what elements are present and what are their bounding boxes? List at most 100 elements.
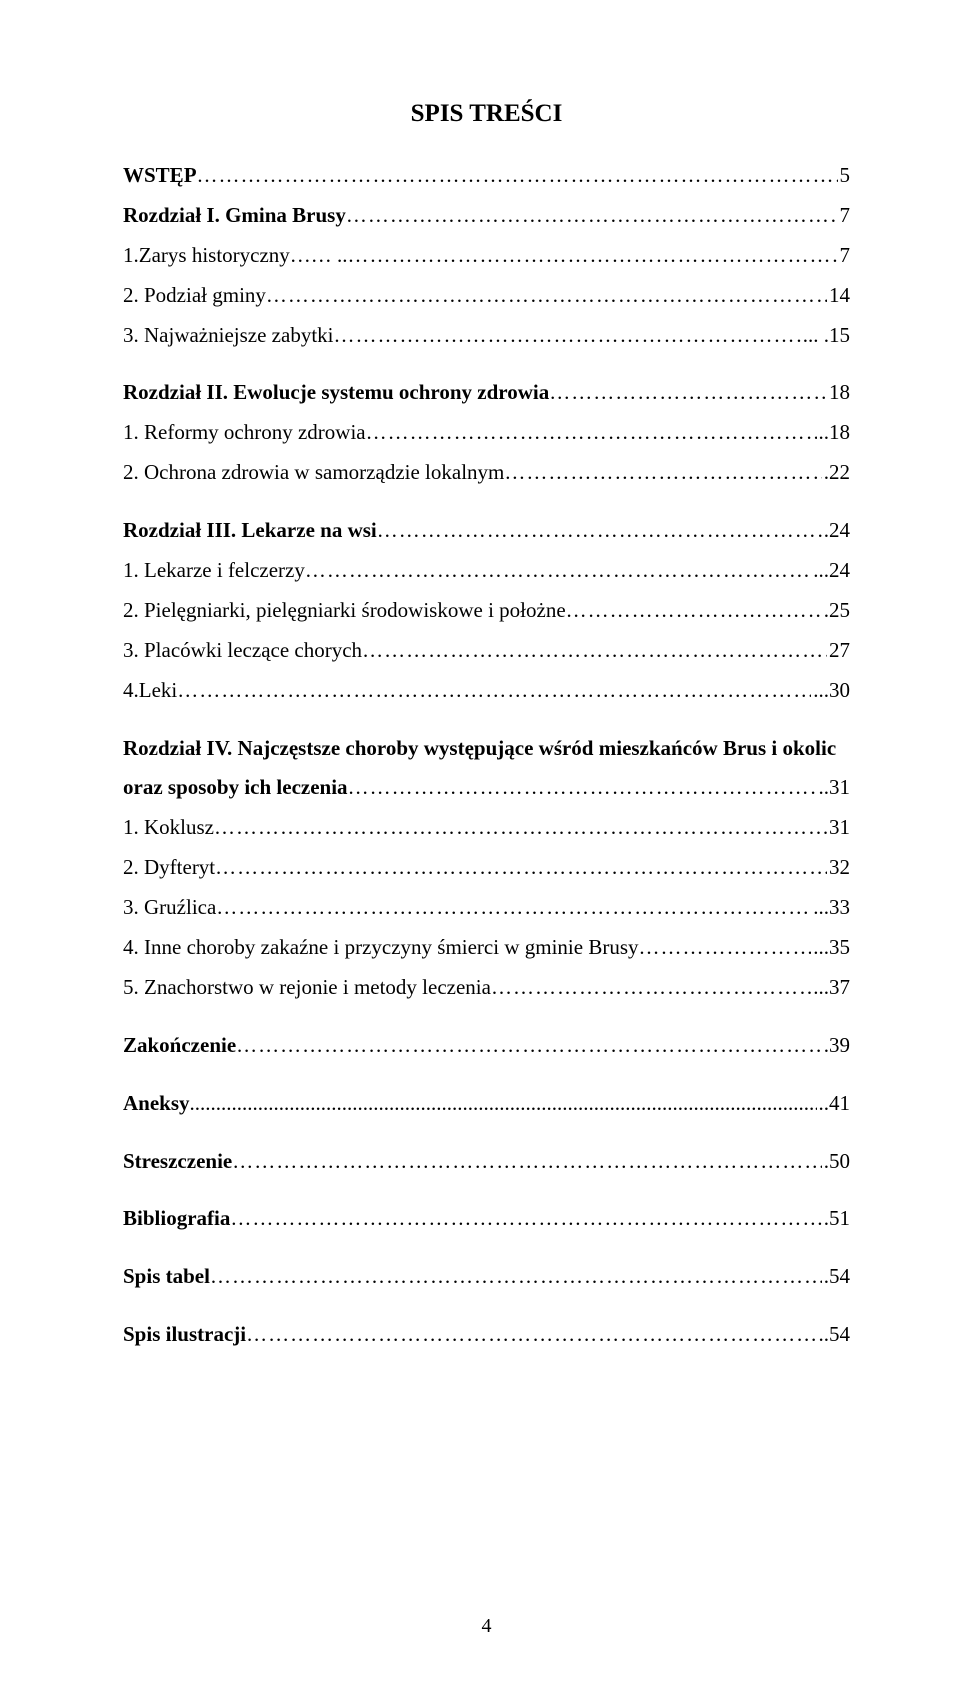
toc-entry: 4. Inne choroby zakaźne i przyczyny śmie…	[123, 928, 850, 968]
toc-page: ...24	[811, 551, 850, 591]
toc-leader-dots	[232, 1142, 822, 1182]
toc-label: Spis tabel	[123, 1257, 210, 1297]
toc-page: ..41	[817, 1084, 851, 1124]
table-of-contents: WSTĘP 5Rozdział I. Gmina Brusy71.Zarys h…	[123, 156, 850, 1355]
toc-leader-dots	[377, 511, 822, 551]
section-gap	[123, 493, 850, 511]
toc-label: 1. Lekarze i felczerzy	[123, 551, 305, 591]
toc-label: 2. Ochrona zdrowia w samorządzie lokalny…	[123, 453, 504, 493]
section-gap	[123, 1008, 850, 1026]
page-title: SPIS TREŚCI	[123, 100, 850, 128]
toc-label: 2. Dyfteryt	[123, 848, 215, 888]
toc-label: 2. Podział gminy	[123, 276, 266, 316]
toc-leader-dots	[348, 768, 817, 808]
toc-entry: 1. Lekarze i felczerzy ...24	[123, 551, 850, 591]
toc-label: 3. Gruźlica	[123, 888, 216, 928]
toc-label: Rozdział III. Lekarze na wsi	[123, 511, 377, 551]
toc-leader-dots	[346, 196, 838, 236]
section-gap	[123, 1124, 850, 1142]
toc-entry: 3. Najważniejsze zabytki ... .15	[123, 316, 850, 356]
toc-page: .51	[822, 1199, 850, 1239]
toc-entry: WSTĘP 5	[123, 156, 850, 196]
toc-label: 2. Pielęgniarki, pielęgniarki środowisko…	[123, 591, 566, 631]
toc-entry: Rozdział III. Lekarze na wsi .24	[123, 511, 850, 551]
toc-leader-dots	[246, 1315, 816, 1355]
toc-leader-dots	[348, 236, 838, 276]
toc-leader-dots	[362, 631, 827, 671]
toc-leader-dots	[215, 848, 827, 888]
toc-entry: Spis tabel .54	[123, 1257, 850, 1297]
toc-entry: Spis ilustracji..54	[123, 1315, 850, 1355]
toc-leader-dots	[639, 928, 812, 968]
toc-page: 32	[827, 848, 850, 888]
toc-page: 7	[838, 236, 851, 276]
toc-entry: 3. Placówki leczące chorych 27	[123, 631, 850, 671]
toc-page: .22	[822, 453, 850, 493]
toc-entry: 1. Reformy ochrony zdrowia..18	[123, 413, 850, 453]
toc-page: .24	[822, 511, 850, 551]
toc-leader-dots	[230, 1199, 821, 1239]
toc-leader-dots	[566, 591, 822, 631]
section-gap	[123, 711, 850, 729]
toc-entry: 1. Koklusz31	[123, 808, 850, 848]
toc-leader-dots	[210, 1257, 822, 1297]
toc-label: Bibliografia	[123, 1199, 230, 1239]
toc-label: 1. Reformy ochrony zdrowia	[123, 413, 366, 453]
toc-page: ...37	[811, 968, 850, 1008]
toc-entry: 2. Ochrona zdrowia w samorządzie lokalny…	[123, 453, 850, 493]
toc-page: 18	[827, 373, 850, 413]
toc-entry: 1.Zarys historyczny…… ..7	[123, 236, 850, 276]
toc-label: WSTĘP	[123, 156, 197, 196]
toc-entry: Rozdział IV. Najczęstsze choroby występu…	[123, 729, 850, 769]
toc-entry: Aneksy..................................…	[123, 1084, 850, 1124]
toc-page: ..31	[817, 768, 851, 808]
toc-leader-dots	[334, 316, 801, 356]
toc-leader-dots	[305, 551, 811, 591]
page-number: 4	[123, 1615, 850, 1638]
toc-label: 5. Znachorstwo w rejonie i metody leczen…	[123, 968, 491, 1008]
toc-page: .54	[822, 1257, 850, 1297]
toc-entry: 2. Dyfteryt 32	[123, 848, 850, 888]
toc-label: 3. Najważniejsze zabytki	[123, 316, 334, 356]
toc-label: 3. Placówki leczące chorych	[123, 631, 362, 671]
toc-page: ... .15	[801, 316, 850, 356]
toc-label: oraz sposoby ich leczenia	[123, 768, 348, 808]
toc-page: .39	[822, 1026, 850, 1066]
toc-label: Rozdział I. Gmina Brusy	[123, 196, 346, 236]
toc-label: Rozdział II. Ewolucje systemu ochrony zd…	[123, 373, 549, 413]
toc-label: Aneksy	[123, 1084, 190, 1124]
toc-page: 5	[838, 156, 851, 196]
toc-label: Spis ilustracji	[123, 1315, 246, 1355]
toc-leader-dots	[266, 276, 827, 316]
toc-page: ...33	[811, 888, 850, 928]
toc-entry: 5. Znachorstwo w rejonie i metody leczen…	[123, 968, 850, 1008]
toc-leader-dots	[236, 1026, 822, 1066]
toc-leader-dots	[216, 888, 811, 928]
toc-entry: 2. Podział gminy 14	[123, 276, 850, 316]
toc-label: Zakończenie	[123, 1026, 236, 1066]
toc-leader-dots	[214, 808, 827, 848]
toc-leader-dots: ........................................…	[190, 1084, 817, 1124]
toc-label: 4. Inne choroby zakaźne i przyczyny śmie…	[123, 928, 639, 968]
section-gap	[123, 355, 850, 373]
toc-entry: Rozdział I. Gmina Brusy7	[123, 196, 850, 236]
toc-page: 27	[827, 631, 850, 671]
section-gap	[123, 1181, 850, 1199]
toc-page: 14	[827, 276, 850, 316]
toc-page: ...30	[811, 671, 850, 711]
toc-entry: Bibliografia .51	[123, 1199, 850, 1239]
toc-leader-dots	[491, 968, 811, 1008]
toc-leader-dots	[504, 453, 821, 493]
toc-entry: Zakończenie .39	[123, 1026, 850, 1066]
toc-label: Rozdział IV. Najczęstsze choroby występu…	[123, 729, 836, 769]
toc-leader-dots	[366, 413, 817, 453]
toc-label: 4.Leki	[123, 671, 177, 711]
toc-entry: Streszczenie.50	[123, 1142, 850, 1182]
toc-page: ...35	[811, 928, 850, 968]
toc-page: .25	[822, 591, 850, 631]
toc-leader-dots	[177, 671, 811, 711]
toc-leader-dots	[549, 373, 827, 413]
section-gap	[123, 1066, 850, 1084]
toc-page: .50	[822, 1142, 850, 1182]
toc-entry: 3. Gruźlica ...33	[123, 888, 850, 928]
